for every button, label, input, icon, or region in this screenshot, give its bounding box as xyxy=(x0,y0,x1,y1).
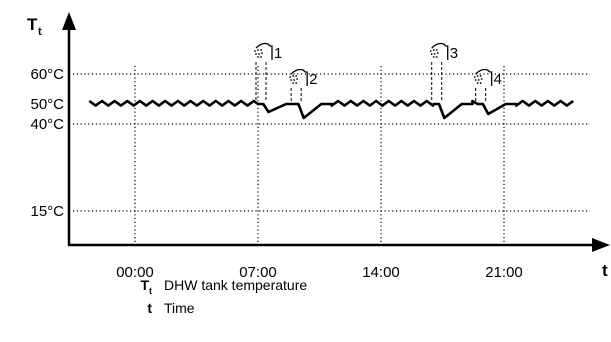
temperature-line xyxy=(88,99,574,120)
tap-event: 3 xyxy=(429,42,458,102)
gridlines xyxy=(73,66,590,243)
y-axis-subscript: t xyxy=(38,26,42,38)
x-tick-labels: 00:00 07:00 14:00 21:00 xyxy=(116,264,523,281)
x-tick-label: 21:00 xyxy=(485,264,523,281)
legend-symbol: Tt xyxy=(140,277,152,296)
legend-label: DHW tank temperature xyxy=(164,277,308,293)
tap-event-number: 3 xyxy=(450,45,458,62)
shower-icon xyxy=(289,68,308,86)
y-axis-symbol: T xyxy=(27,15,38,34)
legend-row-tank-temperature: Tt DHW tank temperature xyxy=(118,277,307,300)
x-axis-symbol: t xyxy=(602,261,608,280)
x-tick-label: 14:00 xyxy=(362,264,400,281)
tap-event: 4 xyxy=(473,68,502,102)
tap-event-number: 2 xyxy=(309,71,317,88)
tap-event-number: 1 xyxy=(274,45,282,62)
y-axis-arrowhead xyxy=(62,12,76,30)
tap-event-number: 4 xyxy=(494,71,502,88)
x-axis-arrowhead xyxy=(592,238,610,252)
tap-event: 2 xyxy=(289,68,317,102)
legend-label: Time xyxy=(164,299,195,316)
shower-icon xyxy=(429,42,449,60)
legend-row-time: t Time xyxy=(118,300,307,317)
shower-icon xyxy=(473,68,493,86)
y-tick-label: 50°C xyxy=(30,96,64,113)
y-tick-label: 60°C xyxy=(30,66,64,83)
legend-symbol: t xyxy=(147,299,152,316)
shower-icon xyxy=(254,42,273,60)
y-tick-label: 40°C xyxy=(30,116,64,133)
axes: T t t xyxy=(27,12,610,280)
y-tick-label: 15°C xyxy=(30,203,64,220)
tap-event: 1 xyxy=(254,42,282,102)
x-tick-label: 07:00 xyxy=(239,264,277,281)
y-tick-labels: 60°C 50°C 40°C 15°C xyxy=(30,66,64,220)
tap-events: 1 2 3 4 xyxy=(254,42,502,102)
legend: Tt DHW tank temperature t Time xyxy=(118,277,307,317)
x-tick-label: 00:00 xyxy=(116,264,154,281)
